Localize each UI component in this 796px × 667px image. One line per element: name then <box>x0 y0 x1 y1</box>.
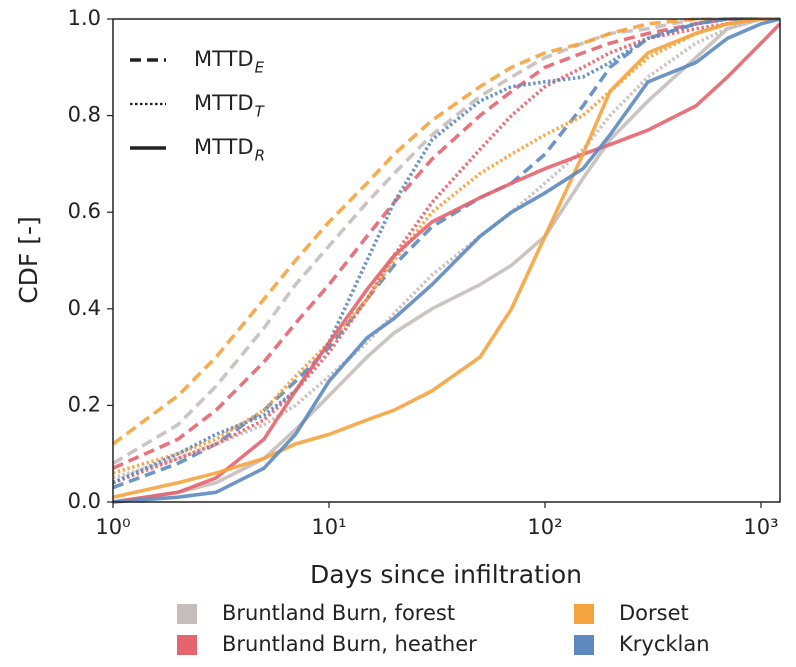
legend-subscript: T <box>255 103 266 121</box>
plot-frame <box>112 18 781 503</box>
cdf-line <box>112 17 780 465</box>
x-tick-label: 10³ <box>743 515 778 539</box>
legend-label: MTTD <box>194 135 254 159</box>
cdf-line <box>112 17 780 499</box>
y-tick-label: 0.6 <box>68 199 101 223</box>
y-axis-label: CDF [-] <box>14 216 43 304</box>
plot-area <box>111 17 782 504</box>
legend-label: Krycklan <box>619 632 710 656</box>
cdf-line <box>111 17 780 446</box>
cdf-line <box>112 17 780 490</box>
y-tick-label: 1.0 <box>68 6 101 30</box>
legend-swatch <box>177 604 197 624</box>
legend-label: Dorset <box>619 601 689 625</box>
x-tick-label: 10² <box>527 515 562 539</box>
legend-swatch <box>574 604 594 624</box>
legend-swatch <box>574 635 594 655</box>
cdf-line <box>112 17 780 485</box>
y-tick-label: 0.0 <box>68 489 101 513</box>
x-axis-label: Days since infiltration <box>310 560 582 589</box>
legend-subscript: R <box>255 147 265 165</box>
y-tick-label: 0.2 <box>68 392 101 416</box>
x-tick-label: 10⁰ <box>95 515 130 539</box>
legend-subscript: E <box>255 59 265 77</box>
legend-label: MTTD <box>194 47 254 71</box>
cdf-line <box>112 17 781 504</box>
cdf-line <box>112 17 780 475</box>
y-tick-label: 0.4 <box>68 296 101 320</box>
cdf-line <box>112 22 782 504</box>
legend-label: Bruntland Burn, forest <box>222 601 455 625</box>
y-tick-label: 0.8 <box>68 103 101 127</box>
cdf-line <box>112 17 780 470</box>
cdf-line <box>112 17 780 485</box>
legend-swatch <box>177 635 197 655</box>
cdf-line <box>112 17 780 480</box>
legend-label: MTTD <box>194 91 254 115</box>
legend-label: Bruntland Burn, heather <box>222 632 477 656</box>
x-tick-label: 10¹ <box>311 515 346 539</box>
